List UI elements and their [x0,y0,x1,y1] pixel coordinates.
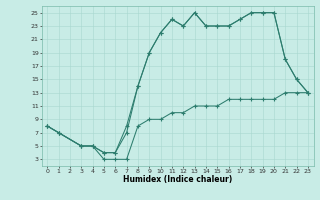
X-axis label: Humidex (Indice chaleur): Humidex (Indice chaleur) [123,175,232,184]
